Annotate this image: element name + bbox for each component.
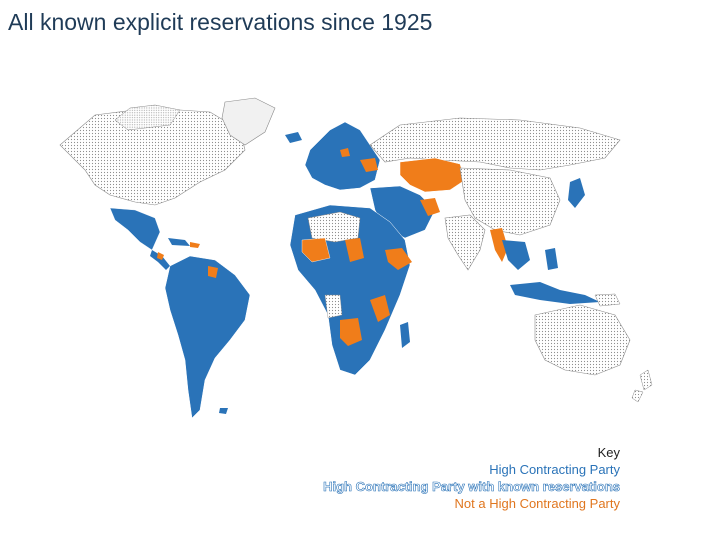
region-japan (568, 178, 585, 208)
region-russia (369, 117, 621, 171)
page-title: All known explicit reservations since 19… (8, 9, 433, 35)
region-west-africa-res (301, 237, 331, 263)
region-southeast-asia-res (490, 228, 508, 262)
region-southern-africa-dotted (324, 294, 343, 319)
region-south-america (164, 255, 251, 419)
region-central-america-res (157, 252, 164, 260)
region-central-africa-res (345, 238, 364, 262)
region-europe-res-2 (340, 148, 350, 157)
region-india (444, 214, 486, 271)
region-madagascar (400, 322, 410, 348)
region-central-asia-res (399, 157, 466, 193)
region-falklands (219, 408, 228, 414)
region-png (594, 293, 621, 307)
region-east-africa-res (370, 295, 390, 322)
region-middle-east-res (420, 198, 440, 216)
region-china (459, 167, 561, 236)
legend-item-party-reservations: High Contracting Party with known reserv… (323, 479, 620, 495)
region-southern-africa-res (340, 318, 362, 346)
region-new-zealand (631, 369, 653, 403)
region-central-america (150, 250, 170, 270)
region-greenland (221, 97, 276, 146)
region-horn-res (385, 248, 412, 270)
region-caribbean-res (190, 242, 200, 248)
region-southeast-asia (502, 240, 530, 270)
legend-heading: Key (597, 445, 620, 460)
region-europe-res (360, 158, 378, 172)
region-guianas-res (208, 266, 218, 278)
region-iceland (285, 132, 302, 143)
legend: Key High Contracting Party High Contract… (323, 444, 620, 512)
region-indonesia (510, 282, 600, 304)
region-australia (534, 304, 631, 376)
legend-item-non-party: Not a High Contracting Party (454, 496, 620, 511)
region-caribbean (168, 238, 190, 246)
legend-item-party: High Contracting Party (489, 462, 620, 477)
region-sahara-dotted (307, 211, 361, 243)
region-philippines (545, 248, 558, 270)
world-map (59, 97, 653, 419)
region-arctic-canada (114, 104, 181, 131)
region-mexico (109, 207, 161, 251)
